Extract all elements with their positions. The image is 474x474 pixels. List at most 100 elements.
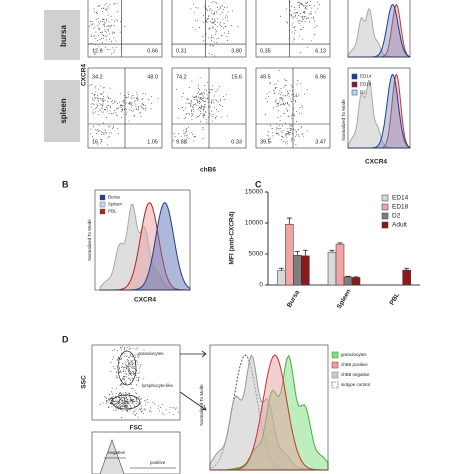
- dot: [177, 117, 179, 119]
- dot: [211, 40, 213, 42]
- dot: [191, 80, 193, 82]
- dot: [130, 102, 132, 103]
- dot: [121, 393, 122, 395]
- dot: [191, 102, 193, 104]
- dot: [306, 130, 308, 132]
- dot: [193, 97, 195, 99]
- dot: [108, 136, 110, 137]
- dot: [111, 399, 113, 401]
- dot: [145, 109, 146, 111]
- dot: [295, 13, 297, 15]
- dot: [123, 99, 125, 101]
- dot: [105, 403, 107, 404]
- dot: [213, 12, 215, 14]
- dot: [142, 104, 144, 106]
- dot: [298, 134, 300, 136]
- dot: [184, 107, 186, 109]
- dot: [121, 366, 123, 367]
- legend-label: Adult: [392, 222, 407, 229]
- dot: [121, 367, 122, 368]
- dot: [150, 108, 152, 110]
- dot: [291, 86, 293, 88]
- dot: [123, 402, 125, 404]
- dot: [280, 97, 282, 98]
- dot: [128, 370, 130, 372]
- dot: [209, 112, 211, 114]
- dot: [287, 90, 289, 92]
- dot: [200, 97, 201, 99]
- dot: [140, 405, 142, 407]
- x-tick-label: Spleen: [336, 288, 353, 310]
- dot: [138, 107, 139, 109]
- error-bar: [345, 275, 351, 277]
- dot: [157, 97, 159, 99]
- dot: [225, 26, 227, 28]
- dot: [294, 30, 296, 31]
- dot: [125, 405, 127, 407]
- dot: [206, 94, 208, 96]
- dot: [221, 5, 223, 7]
- dot: [104, 22, 106, 24]
- dot: [136, 94, 138, 96]
- dot: [102, 19, 104, 20]
- dot: [217, 110, 219, 112]
- dot: [296, 111, 297, 112]
- dot: [226, 115, 228, 117]
- dot: [134, 410, 136, 412]
- dot: [192, 114, 194, 116]
- y-tick-label: 0: [259, 282, 263, 289]
- dot: [105, 132, 107, 133]
- dot: [285, 134, 287, 136]
- dot: [97, 100, 99, 101]
- dot: [291, 90, 293, 92]
- dot: [110, 400, 112, 401]
- dot: [128, 371, 130, 373]
- dot: [298, 4, 300, 6]
- dot: [282, 94, 284, 96]
- dot: [101, 107, 103, 109]
- dot: [269, 138, 271, 140]
- dot: [190, 103, 192, 105]
- dot: [111, 387, 113, 389]
- legend-swatch: [351, 73, 358, 80]
- dot: [122, 402, 124, 404]
- dot: [227, 16, 228, 18]
- dot: [202, 95, 204, 97]
- dot: [296, 12, 298, 13]
- dot: [280, 98, 282, 100]
- dot: [220, 100, 221, 102]
- dot: [132, 347, 134, 349]
- dot: [281, 92, 283, 93]
- dot: [306, 8, 308, 10]
- dot: [207, 101, 209, 103]
- dot: [293, 94, 294, 95]
- dot: [106, 19, 107, 20]
- dot: [141, 98, 143, 100]
- dot: [119, 347, 121, 348]
- dot: [290, 14, 292, 16]
- dot: [111, 24, 113, 26]
- legend-swatch: [351, 89, 358, 96]
- dot: [306, 5, 308, 7]
- dot: [94, 26, 96, 28]
- dot: [204, 114, 206, 116]
- dot: [299, 35, 301, 37]
- dot: [219, 6, 221, 8]
- dot: [301, 28, 303, 30]
- dot: [210, 8, 211, 10]
- dot: [275, 99, 277, 101]
- dot: [277, 80, 279, 82]
- y-label: Normalized To Mode: [87, 219, 92, 261]
- dot: [200, 98, 201, 99]
- dot: [130, 362, 132, 363]
- dot: [135, 406, 137, 407]
- dot: [100, 109, 102, 111]
- legend-label: D2: [392, 213, 401, 220]
- dot: [116, 405, 118, 407]
- dot: [197, 86, 199, 88]
- dot: [216, 30, 218, 32]
- dot: [108, 104, 110, 106]
- dot: [209, 105, 211, 107]
- dot: [279, 98, 281, 100]
